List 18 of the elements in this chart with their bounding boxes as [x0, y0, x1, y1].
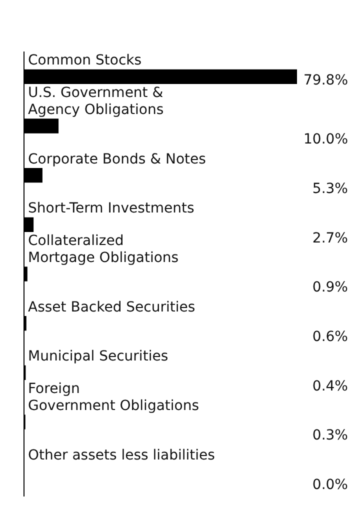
data-label: 5.3%: [312, 180, 348, 197]
data-label: 10.0%: [304, 132, 348, 148]
y-tick-label: Municipal Securities: [28, 348, 168, 365]
y-tick-label: U.S. Government & Agency Obligations: [28, 85, 164, 118]
data-label: 0.4%: [312, 378, 348, 394]
y-tick-label: Common Stocks: [28, 52, 142, 69]
y-tick-label: Asset Backed Securities: [28, 299, 196, 316]
data-label: 0.3%: [312, 428, 348, 444]
data-label: 0.6%: [312, 328, 348, 345]
y-tick-label: Corporate Bonds & Notes: [28, 151, 206, 168]
y-tick-label: Foreign Government Obligations: [28, 381, 200, 414]
y-tick-label: Collateralized Mortgage Obligations: [28, 233, 179, 266]
data-label: 0.9%: [312, 280, 348, 296]
y-tick-label: Short-Term Investments: [28, 200, 194, 217]
y-tick-label: Other assets less liabilities: [28, 447, 215, 464]
data-label: 2.7%: [312, 230, 348, 246]
data-label: 0.0%: [312, 476, 348, 493]
data-label: 79.8%: [304, 72, 348, 88]
